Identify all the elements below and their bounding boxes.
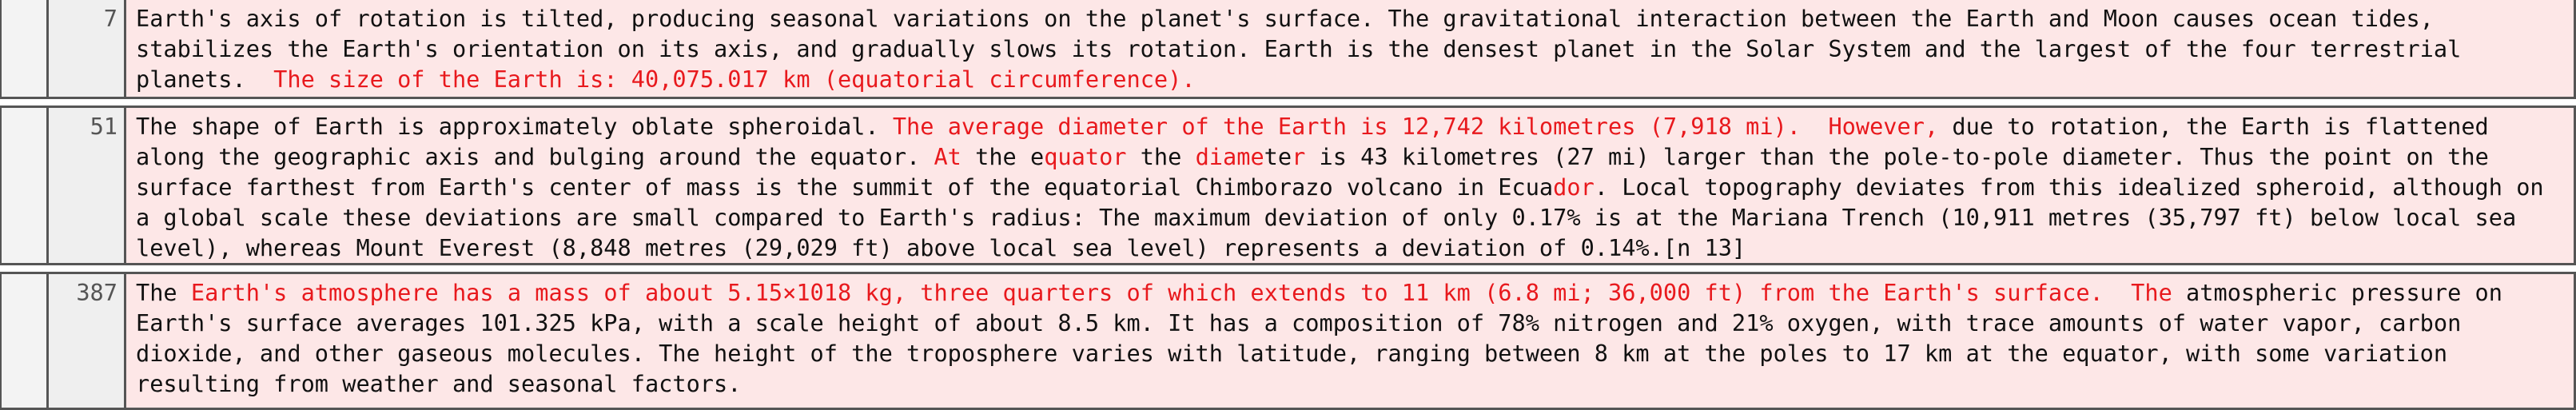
hunk-text[interactable]: The shape of Earth is approximately obla…: [126, 108, 2576, 263]
line-number: 7: [46, 0, 126, 97]
changed-text: diame: [1195, 143, 1264, 170]
diff-hunk: 387 The Earth's atmosphere has a mass of…: [0, 272, 2576, 410]
unchanged-text: Earth's axis of rotation is tilted, prod…: [136, 5, 2475, 93]
hunk-text[interactable]: Earth's axis of rotation is tilted, prod…: [126, 0, 2576, 97]
gutter-margin: [0, 274, 46, 408]
diff-hunk: 7 Earth's axis of rotation is tilted, pr…: [0, 0, 2576, 99]
unchanged-text: due to rotation, the Earth is flattened …: [136, 113, 2502, 170]
diff-hunk: 51 The shape of Earth is approximately o…: [0, 105, 2576, 265]
changed-text: quator: [1044, 143, 1127, 170]
line-number: 387: [46, 274, 126, 408]
unchanged-text: The: [136, 279, 191, 306]
changed-text: The average diameter of the Earth is 12,…: [892, 113, 1939, 140]
unchanged-text: atmospheric pressure on Earth's surface …: [136, 279, 2517, 397]
unchanged-text: the: [1126, 143, 1196, 170]
changed-text: r: [1292, 143, 1306, 170]
gutter-margin: [0, 108, 46, 263]
changed-text: Earth's atmosphere has a mass of about 5…: [190, 279, 2172, 306]
unchanged-text: is 43 kilometres (27 mi) larger than the…: [136, 143, 2503, 201]
unchanged-text: the e: [961, 143, 1045, 170]
changed-text: dor: [1553, 173, 1595, 201]
unchanged-text: te: [1264, 143, 1292, 170]
unchanged-text: . Local topography deviates from this id…: [136, 173, 2558, 261]
hunk-text[interactable]: The Earth's atmosphere has a mass of abo…: [126, 274, 2576, 408]
changed-text: The size of the Earth is: 40,075.017 km …: [273, 66, 1196, 93]
gutter-margin: [0, 0, 46, 97]
line-number: 51: [46, 108, 126, 263]
changed-text: At: [934, 143, 962, 170]
unchanged-text: The shape of Earth is approximately obla…: [136, 113, 893, 140]
